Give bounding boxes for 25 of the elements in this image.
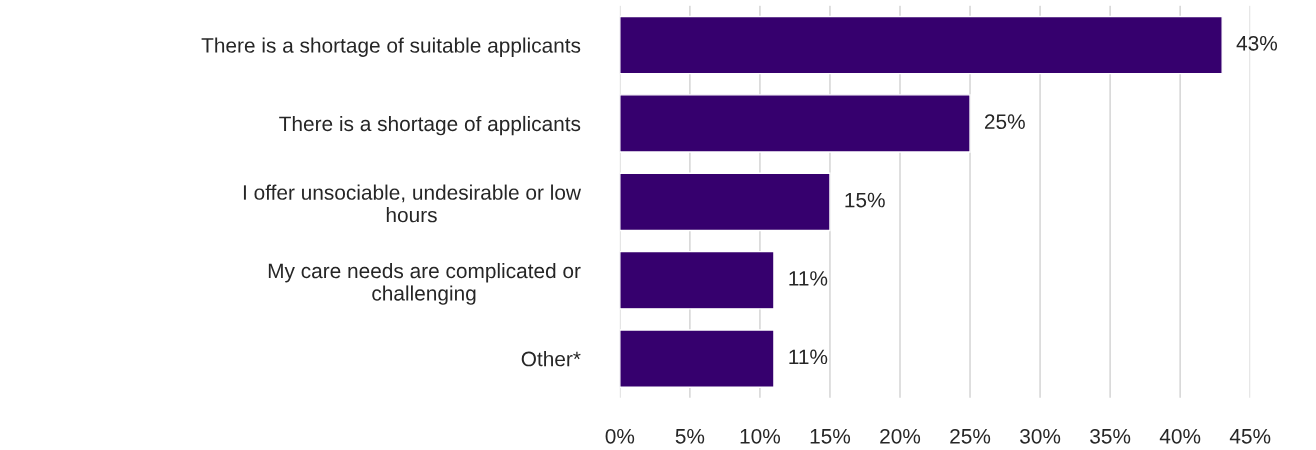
x-tick-label: 0%: [605, 428, 635, 444]
x-tick-label: 10%: [740, 428, 781, 444]
x-tick-label: 35%: [1090, 428, 1131, 444]
y-tick-label: There is a shortage of applicants: [279, 115, 581, 136]
x-tick-label: 15%: [810, 429, 851, 444]
x-tick-label: 30%: [1020, 428, 1061, 444]
bar: [619, 250, 775, 310]
y-tick-label: My care needs are complicated or challenging: [268, 262, 581, 305]
data-label: 11%: [789, 271, 828, 286]
y-tick-label: Other*: [521, 351, 581, 367]
bar: [619, 15, 1223, 75]
bar: [619, 94, 971, 153]
x-tick-label: 20%: [880, 428, 921, 444]
x-tick-label: 40%: [1159, 428, 1201, 444]
bar: [619, 172, 831, 232]
data-label: 11%: [789, 349, 828, 365]
x-tick-label: 5%: [675, 429, 705, 444]
bar: [619, 329, 775, 388]
x-tick-label: 25%: [950, 428, 991, 444]
y-tick-label: I offer unsociable, undesirable or low hours: [243, 184, 582, 223]
data-label: 25%: [984, 114, 1025, 130]
y-tick-label: There is a shortage of suitable applicants: [201, 37, 581, 57]
x-tick-label: 45%: [1229, 429, 1271, 444]
data-label: 15%: [845, 192, 885, 208]
data-label: 43%: [1236, 35, 1278, 51]
